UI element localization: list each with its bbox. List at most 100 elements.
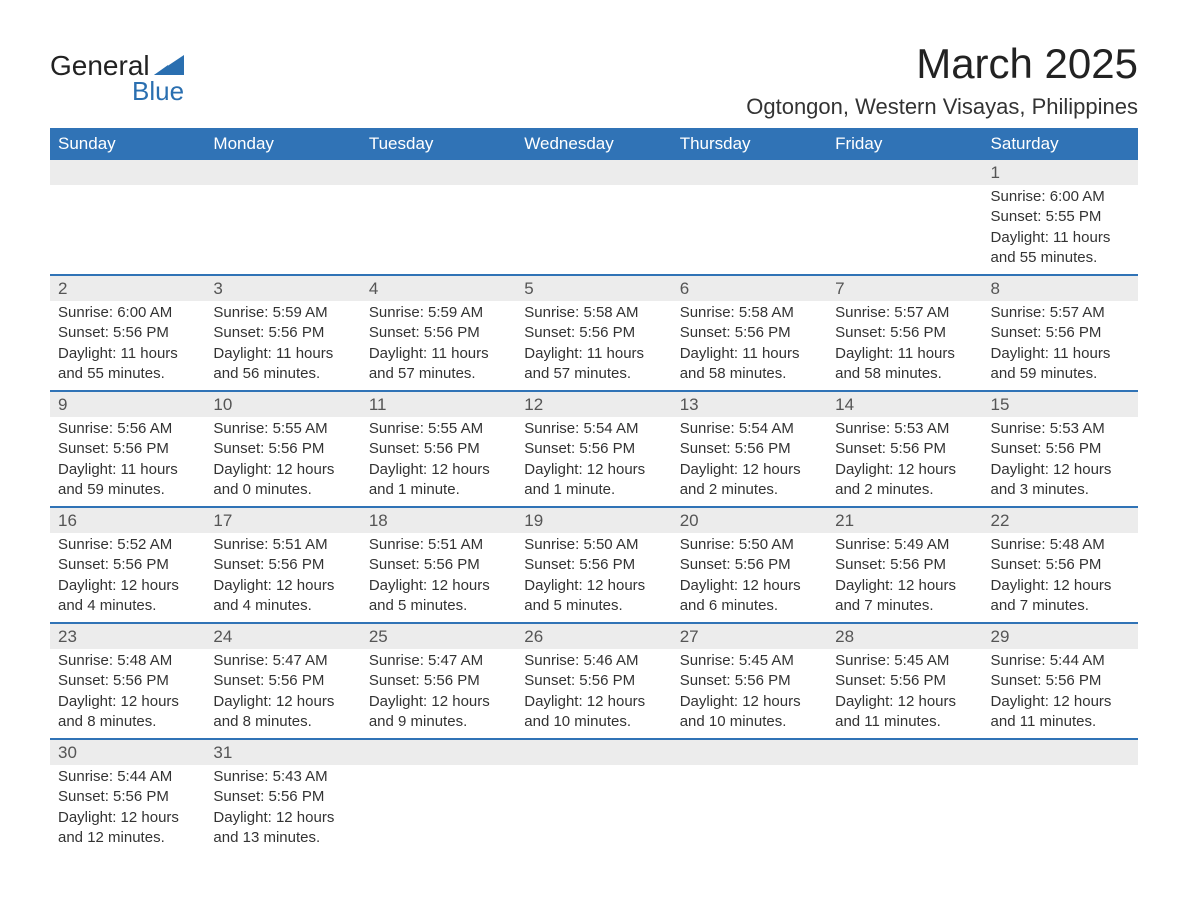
day-number-row: 3031 <box>50 739 1138 765</box>
sunrise-line: Sunrise: 5:53 AM <box>991 419 1130 439</box>
day-number-cell: 23 <box>50 623 205 649</box>
day-number-cell: 10 <box>205 391 360 417</box>
sunrise-line: Sunrise: 5:55 AM <box>213 419 352 439</box>
daylight-line: Daylight: 11 hours and 56 minutes. <box>213 344 352 385</box>
daylight-line: Daylight: 11 hours and 55 minutes. <box>58 344 197 385</box>
sunrise-line: Sunrise: 5:54 AM <box>524 419 663 439</box>
day-detail-cell: Sunrise: 5:59 AMSunset: 5:56 PMDaylight:… <box>205 301 360 391</box>
day-number-cell: 27 <box>672 623 827 649</box>
day-detail-cell: Sunrise: 5:54 AMSunset: 5:56 PMDaylight:… <box>516 417 671 507</box>
sunrise-line: Sunrise: 5:59 AM <box>369 303 508 323</box>
day-number-cell <box>516 160 671 185</box>
sunset-line: Sunset: 5:56 PM <box>213 439 352 459</box>
day-detail-row: Sunrise: 5:44 AMSunset: 5:56 PMDaylight:… <box>50 765 1138 854</box>
sunrise-line: Sunrise: 5:58 AM <box>680 303 819 323</box>
day-number-row: 2345678 <box>50 275 1138 301</box>
day-detail-cell: Sunrise: 5:45 AMSunset: 5:56 PMDaylight:… <box>827 649 982 739</box>
day-detail-cell: Sunrise: 5:49 AMSunset: 5:56 PMDaylight:… <box>827 533 982 623</box>
day-number-cell: 15 <box>983 391 1138 417</box>
calendar-table: SundayMondayTuesdayWednesdayThursdayFrid… <box>50 128 1138 854</box>
day-number-cell: 7 <box>827 275 982 301</box>
day-detail-cell <box>827 185 982 275</box>
daylight-line: Daylight: 12 hours and 0 minutes. <box>213 460 352 501</box>
day-number-cell: 19 <box>516 507 671 533</box>
daylight-line: Daylight: 12 hours and 7 minutes. <box>991 576 1130 617</box>
day-detail-cell <box>50 185 205 275</box>
day-detail-cell <box>361 765 516 854</box>
day-number-cell: 14 <box>827 391 982 417</box>
day-number-row: 23242526272829 <box>50 623 1138 649</box>
sunrise-line: Sunrise: 5:49 AM <box>835 535 974 555</box>
day-detail-row: Sunrise: 5:56 AMSunset: 5:56 PMDaylight:… <box>50 417 1138 507</box>
daylight-line: Daylight: 11 hours and 57 minutes. <box>524 344 663 385</box>
day-detail-cell: Sunrise: 5:43 AMSunset: 5:56 PMDaylight:… <box>205 765 360 854</box>
day-number-row: 9101112131415 <box>50 391 1138 417</box>
sunset-line: Sunset: 5:56 PM <box>58 555 197 575</box>
logo-text-blue: Blue <box>132 76 184 107</box>
day-header-row: SundayMondayTuesdayWednesdayThursdayFrid… <box>50 128 1138 160</box>
daylight-line: Daylight: 12 hours and 8 minutes. <box>213 692 352 733</box>
sunrise-line: Sunrise: 5:47 AM <box>213 651 352 671</box>
day-number-cell: 8 <box>983 275 1138 301</box>
sunrise-line: Sunrise: 5:54 AM <box>680 419 819 439</box>
day-number-cell: 11 <box>361 391 516 417</box>
day-number-cell <box>361 739 516 765</box>
daylight-line: Daylight: 11 hours and 59 minutes. <box>58 460 197 501</box>
day-detail-cell: Sunrise: 5:52 AMSunset: 5:56 PMDaylight:… <box>50 533 205 623</box>
day-number-cell <box>983 739 1138 765</box>
sunset-line: Sunset: 5:56 PM <box>369 555 508 575</box>
day-number-cell <box>672 160 827 185</box>
daylight-line: Daylight: 12 hours and 4 minutes. <box>58 576 197 617</box>
sunrise-line: Sunrise: 5:47 AM <box>369 651 508 671</box>
daylight-line: Daylight: 11 hours and 58 minutes. <box>680 344 819 385</box>
sunrise-line: Sunrise: 5:44 AM <box>991 651 1130 671</box>
day-number-cell: 12 <box>516 391 671 417</box>
sunrise-line: Sunrise: 5:55 AM <box>369 419 508 439</box>
sunset-line: Sunset: 5:55 PM <box>991 207 1130 227</box>
sunset-line: Sunset: 5:56 PM <box>524 323 663 343</box>
daylight-line: Daylight: 12 hours and 12 minutes. <box>58 808 197 849</box>
sunrise-line: Sunrise: 5:51 AM <box>369 535 508 555</box>
day-header: Sunday <box>50 128 205 160</box>
daylight-line: Daylight: 12 hours and 6 minutes. <box>680 576 819 617</box>
daylight-line: Daylight: 12 hours and 13 minutes. <box>213 808 352 849</box>
daylight-line: Daylight: 11 hours and 59 minutes. <box>991 344 1130 385</box>
sunset-line: Sunset: 5:56 PM <box>369 323 508 343</box>
daylight-line: Daylight: 12 hours and 9 minutes. <box>369 692 508 733</box>
day-number-cell: 29 <box>983 623 1138 649</box>
day-detail-cell <box>983 765 1138 854</box>
sunrise-line: Sunrise: 5:51 AM <box>213 535 352 555</box>
day-number-cell: 22 <box>983 507 1138 533</box>
sunrise-line: Sunrise: 5:48 AM <box>991 535 1130 555</box>
day-number-cell: 9 <box>50 391 205 417</box>
day-detail-cell: Sunrise: 6:00 AMSunset: 5:56 PMDaylight:… <box>50 301 205 391</box>
sunset-line: Sunset: 5:56 PM <box>680 439 819 459</box>
day-number-cell: 16 <box>50 507 205 533</box>
sunset-line: Sunset: 5:56 PM <box>524 555 663 575</box>
sunrise-line: Sunrise: 6:00 AM <box>58 303 197 323</box>
day-detail-cell: Sunrise: 5:55 AMSunset: 5:56 PMDaylight:… <box>361 417 516 507</box>
sunset-line: Sunset: 5:56 PM <box>213 787 352 807</box>
day-number-row: 1 <box>50 160 1138 185</box>
day-header: Wednesday <box>516 128 671 160</box>
day-detail-cell: Sunrise: 5:56 AMSunset: 5:56 PMDaylight:… <box>50 417 205 507</box>
day-number-cell <box>361 160 516 185</box>
daylight-line: Daylight: 12 hours and 2 minutes. <box>835 460 974 501</box>
sunset-line: Sunset: 5:56 PM <box>213 671 352 691</box>
sunset-line: Sunset: 5:56 PM <box>369 671 508 691</box>
day-detail-cell: Sunrise: 5:44 AMSunset: 5:56 PMDaylight:… <box>983 649 1138 739</box>
sunrise-line: Sunrise: 5:50 AM <box>680 535 819 555</box>
day-detail-cell: Sunrise: 5:51 AMSunset: 5:56 PMDaylight:… <box>205 533 360 623</box>
day-detail-cell: Sunrise: 5:50 AMSunset: 5:56 PMDaylight:… <box>672 533 827 623</box>
sunset-line: Sunset: 5:56 PM <box>835 671 974 691</box>
calendar-body: 1 Sunrise: 6:00 AM Sunset: 5:55 PM Dayligh… <box>50 160 1138 854</box>
day-detail-cell: Sunrise: 5:55 AMSunset: 5:56 PMDaylight:… <box>205 417 360 507</box>
daylight-line: Daylight: 11 hours and 58 minutes. <box>835 344 974 385</box>
header-region: General Blue March 2025 Ogtongon, Wester… <box>50 40 1138 120</box>
day-number-cell: 31 <box>205 739 360 765</box>
sunset-line: Sunset: 5:56 PM <box>680 323 819 343</box>
sunrise-line: Sunrise: 5:53 AM <box>835 419 974 439</box>
day-number-cell: 13 <box>672 391 827 417</box>
day-detail-cell: Sunrise: 5:53 AMSunset: 5:56 PMDaylight:… <box>827 417 982 507</box>
sunset-line: Sunset: 5:56 PM <box>680 671 819 691</box>
